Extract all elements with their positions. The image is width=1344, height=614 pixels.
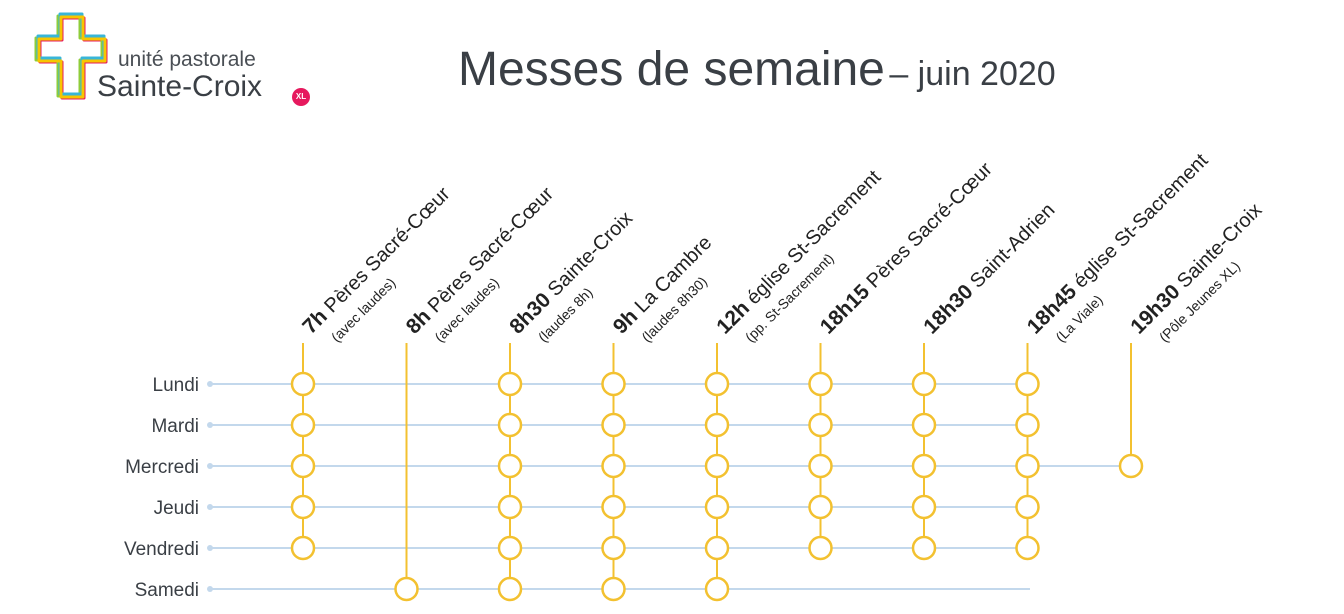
day-row-dot (207, 381, 213, 387)
day-row-dot (207, 422, 213, 428)
mass-slot-circle (601, 576, 626, 602)
logo-subtitle: unité pastorale (118, 48, 256, 71)
mass-slot-circle (394, 576, 419, 602)
day-label: Mardi (151, 416, 199, 437)
mass-slot-circle (290, 453, 316, 479)
day-label: Lundi (153, 375, 200, 396)
mass-slot-circle (808, 371, 833, 397)
mass-slot-circle (1015, 453, 1040, 479)
mass-slot-circle (601, 453, 626, 479)
mass-slot-circle (497, 412, 523, 438)
page-title: Messes de semaine – juin 2020 (458, 42, 1056, 97)
mass-slot-circle (911, 494, 937, 520)
day-row-dot (207, 463, 213, 469)
mass-slot-circle (497, 535, 523, 561)
mass-slot-circle (911, 371, 937, 397)
mass-column-label: 12h église St-Sacrement (712, 165, 885, 338)
mass-slot-circle (1118, 453, 1144, 479)
mass-slot-circle (704, 576, 730, 602)
mass-slot-circle (808, 453, 833, 479)
mass-slot-circle (808, 535, 833, 561)
mass-slot-circle (704, 371, 730, 397)
day-row-dot (207, 545, 213, 551)
mass-slot-circle (808, 494, 833, 520)
mass-slot-circle (290, 535, 316, 561)
mass-slot-circle (601, 494, 626, 520)
mass-slot-circle (911, 535, 937, 561)
logo-xl-badge: XL (292, 88, 310, 106)
mass-slot-circle (911, 412, 937, 438)
logo-name: Sainte-Croix (97, 70, 263, 103)
mass-slot-circle (290, 412, 316, 438)
day-label: Mercredi (125, 457, 199, 478)
mass-slot-circle (808, 412, 833, 438)
mass-slot-circle (704, 412, 730, 438)
title-sub: – juin 2020 (889, 55, 1056, 93)
mass-slot-circle (704, 535, 730, 561)
mass-slot-circle (601, 412, 626, 438)
mass-column-label: 18h15 Pères Sacré-Cœur (816, 157, 997, 338)
mass-slot-circle (497, 371, 523, 397)
mass-slot-circle (1015, 371, 1040, 397)
mass-slot-circle (1015, 535, 1040, 561)
day-label: Vendredi (124, 539, 199, 560)
mass-slot-circle (290, 371, 316, 397)
cross-logo-icon (34, 12, 108, 100)
day-row-dot (207, 586, 213, 592)
mass-slot-circle (911, 453, 937, 479)
mass-slot-circle (1015, 412, 1040, 438)
day-row-dot (207, 504, 213, 510)
parish-logo: unité pastorale Sainte-Croix XL (34, 10, 334, 106)
mass-slot-circle (497, 576, 523, 602)
title-main: Messes de semaine (458, 43, 885, 96)
mass-slot-circle (497, 494, 523, 520)
mass-slot-circle (601, 535, 626, 561)
mass-slot-circle (704, 494, 730, 520)
mass-slot-circle (704, 453, 730, 479)
mass-slot-circle (290, 494, 316, 520)
mass-slot-circle (601, 371, 626, 397)
mass-slot-circle (497, 453, 523, 479)
day-label: Samedi (135, 580, 199, 601)
day-label: Jeudi (154, 498, 199, 519)
mass-slot-circle (1015, 494, 1040, 520)
